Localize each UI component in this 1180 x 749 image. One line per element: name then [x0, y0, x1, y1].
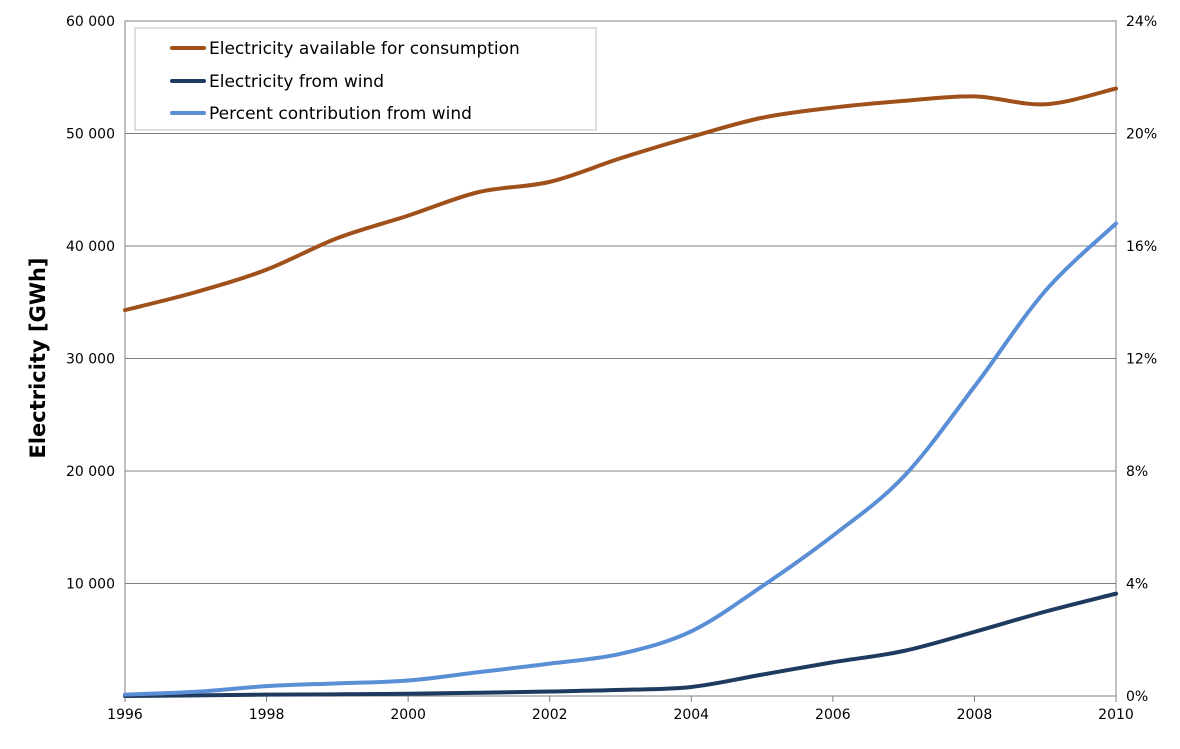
series-line-percent [123, 221, 1118, 697]
x-tick-label-5: 2006 [815, 707, 851, 723]
x-tick-label-2: 2000 [390, 707, 426, 723]
series-line-wind [123, 591, 1118, 698]
legend-box [134, 27, 597, 131]
y2-tick-label-4: 16% [1126, 239, 1157, 255]
legend-label-wind: Electricity from wind [209, 72, 384, 92]
y-tick-label-0: 10 000 [66, 577, 115, 593]
series-lines [123, 86, 1118, 698]
y-tick-label-2: 30 000 [66, 352, 115, 368]
x-tick-label-7: 2010 [1098, 707, 1134, 723]
plot-area [124, 20, 1117, 697]
y-tick-label-5: 60 000 [66, 14, 115, 30]
legend: Electricity available for consumption El… [134, 27, 597, 131]
y2-tick-label-2: 8% [1126, 464, 1148, 480]
y2-tick-label-0: 0% [1126, 689, 1148, 705]
x-tick-label-6: 2008 [957, 707, 993, 723]
y2-tick-label-1: 4% [1126, 577, 1148, 593]
y-tick-label-3: 40 000 [66, 239, 115, 255]
y2-tick-label-5: 20% [1126, 127, 1157, 143]
series-line-consumption [123, 86, 1118, 313]
y2-tick-label-3: 12% [1126, 352, 1157, 368]
x-tick-label-3: 2002 [532, 707, 568, 723]
y2-axis-ticks: 0% 4% 8% 12% 16% 20% 24% [1126, 14, 1157, 705]
x-tick-label-0: 1996 [107, 707, 143, 723]
y-axis-title: Electricity [GWh] [26, 257, 50, 458]
y-tick-label-4: 50 000 [66, 127, 115, 143]
x-tick-label-1: 1998 [249, 707, 285, 723]
legend-label-percent: Percent contribution from wind [209, 104, 472, 124]
x-axis-ticks: 1996 1998 2000 2002 2004 2006 2008 2010 [107, 696, 1134, 723]
y-axis-ticks: 10 000 20 000 30 000 40 000 50 000 60 000 [66, 14, 115, 593]
legend-label-consumption: Electricity available for consumption [209, 39, 520, 59]
y2-tick-label-6: 24% [1126, 14, 1157, 30]
y-tick-label-1: 20 000 [66, 464, 115, 480]
x-tick-label-4: 2004 [673, 707, 709, 723]
